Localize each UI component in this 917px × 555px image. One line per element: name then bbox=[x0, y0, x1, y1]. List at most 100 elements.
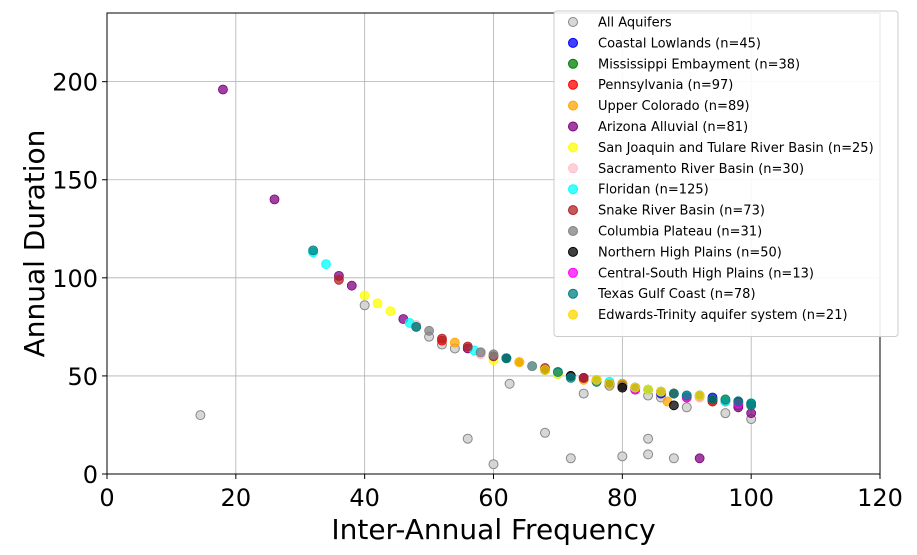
x-tick-label: 120 bbox=[857, 484, 903, 512]
legend-marker bbox=[568, 226, 578, 236]
legend-label: San Joaquin and Tulare River Basin (n=25… bbox=[598, 141, 874, 156]
legend-label: All Aquifers bbox=[598, 16, 672, 31]
data-point bbox=[411, 321, 422, 332]
data-point bbox=[707, 394, 718, 405]
legend-label: Upper Colorado (n=89) bbox=[598, 99, 750, 114]
legend-marker bbox=[568, 100, 578, 111]
data-point bbox=[630, 382, 641, 393]
legend-label: Pennsylvania (n=97) bbox=[598, 78, 733, 93]
legend-marker bbox=[568, 309, 578, 320]
data-point bbox=[604, 378, 615, 389]
data-point bbox=[668, 388, 679, 399]
data-point bbox=[359, 300, 370, 311]
legend-marker bbox=[568, 246, 578, 257]
data-point bbox=[424, 325, 434, 336]
data-point bbox=[668, 400, 679, 411]
data-point bbox=[578, 372, 589, 383]
data-point bbox=[681, 390, 692, 401]
x-tick-label: 100 bbox=[728, 484, 774, 512]
legend-marker bbox=[568, 163, 578, 174]
data-point bbox=[681, 402, 692, 413]
data-point bbox=[694, 390, 705, 401]
data-point bbox=[449, 337, 460, 348]
data-point bbox=[668, 453, 679, 464]
data-point bbox=[437, 333, 447, 344]
data-point bbox=[720, 408, 731, 419]
data-point bbox=[643, 433, 654, 444]
legend-label: Sacramento River Basin (n=30) bbox=[598, 162, 804, 177]
legend-label: Edwards-Trinity aquifer system (n=21) bbox=[598, 308, 848, 323]
data-point bbox=[346, 280, 357, 291]
x-tick-label: 20 bbox=[221, 484, 252, 512]
legend-label: Northern High Plains (n=50) bbox=[598, 245, 782, 260]
y-tick-label: 200 bbox=[52, 69, 98, 97]
y-axis-ticks: 0 50 100 150 200 bbox=[52, 69, 107, 489]
data-point bbox=[501, 353, 512, 364]
data-point bbox=[269, 194, 280, 205]
legend-marker bbox=[568, 121, 578, 132]
legend-box bbox=[553, 10, 899, 337]
legend-label: Snake River Basin (n=73) bbox=[598, 204, 765, 219]
data-point bbox=[527, 361, 538, 372]
legend-marker bbox=[568, 267, 578, 278]
y-tick-label: 100 bbox=[52, 265, 98, 293]
legend-label: Texas Gulf Coast (n=78) bbox=[597, 287, 756, 302]
data-point bbox=[488, 459, 499, 470]
legend-marker bbox=[568, 58, 578, 69]
x-tick-label: 0 bbox=[99, 484, 114, 512]
data-point bbox=[462, 341, 473, 352]
data-point bbox=[372, 298, 383, 309]
x-axis-label: Inter-Annual Frequency bbox=[331, 513, 655, 546]
y-tick-label: 0 bbox=[83, 461, 98, 489]
data-point bbox=[540, 427, 551, 438]
data-point bbox=[504, 378, 515, 389]
legend-label: Floridan (n=125) bbox=[598, 183, 709, 198]
y-tick-label: 150 bbox=[52, 167, 98, 195]
data-point bbox=[308, 245, 319, 256]
data-point bbox=[462, 433, 473, 444]
legend-marker bbox=[568, 288, 578, 299]
data-point bbox=[359, 290, 370, 301]
data-point bbox=[591, 374, 602, 385]
data-point bbox=[643, 449, 654, 460]
x-tick-label: 80 bbox=[607, 484, 638, 512]
x-axis-ticks: 0 20 40 60 80 100 120 bbox=[99, 474, 903, 512]
data-point bbox=[475, 347, 486, 358]
data-point bbox=[195, 410, 206, 421]
legend-label: Arizona Alluvial (n=81) bbox=[598, 120, 748, 135]
data-point bbox=[746, 400, 757, 411]
legend-marker bbox=[568, 205, 578, 216]
data-point bbox=[694, 453, 705, 464]
data-point bbox=[553, 367, 563, 377]
data-point bbox=[565, 453, 576, 464]
legend-marker bbox=[568, 37, 578, 48]
y-tick-label: 50 bbox=[67, 363, 98, 391]
x-tick-label: 60 bbox=[478, 484, 509, 512]
legend-label: Columbia Plateau (n=31) bbox=[598, 225, 762, 240]
data-point bbox=[565, 372, 576, 383]
data-point bbox=[643, 384, 653, 395]
data-point bbox=[656, 386, 666, 397]
x-tick-label: 40 bbox=[349, 484, 380, 512]
legend-label: Central-South High Plains (n=13) bbox=[598, 266, 814, 281]
data-point bbox=[720, 394, 731, 405]
legend-marker bbox=[568, 142, 578, 153]
data-point bbox=[321, 259, 331, 269]
data-point bbox=[385, 306, 396, 317]
data-point bbox=[218, 84, 228, 95]
data-point bbox=[733, 396, 744, 407]
data-point bbox=[578, 388, 589, 399]
legend-marker bbox=[568, 184, 578, 195]
data-points bbox=[195, 84, 757, 470]
data-point bbox=[617, 382, 628, 393]
legend: All Aquifers Coastal Lowlands (n=45) Missi… bbox=[553, 10, 899, 337]
legend-marker bbox=[568, 79, 578, 90]
data-point bbox=[514, 357, 525, 368]
data-point bbox=[540, 365, 550, 375]
data-point bbox=[333, 274, 344, 285]
legend-label: Mississippi Embayment (n=38) bbox=[598, 57, 800, 72]
legend-marker bbox=[568, 17, 578, 27]
data-point bbox=[617, 451, 628, 462]
data-point bbox=[488, 349, 499, 360]
